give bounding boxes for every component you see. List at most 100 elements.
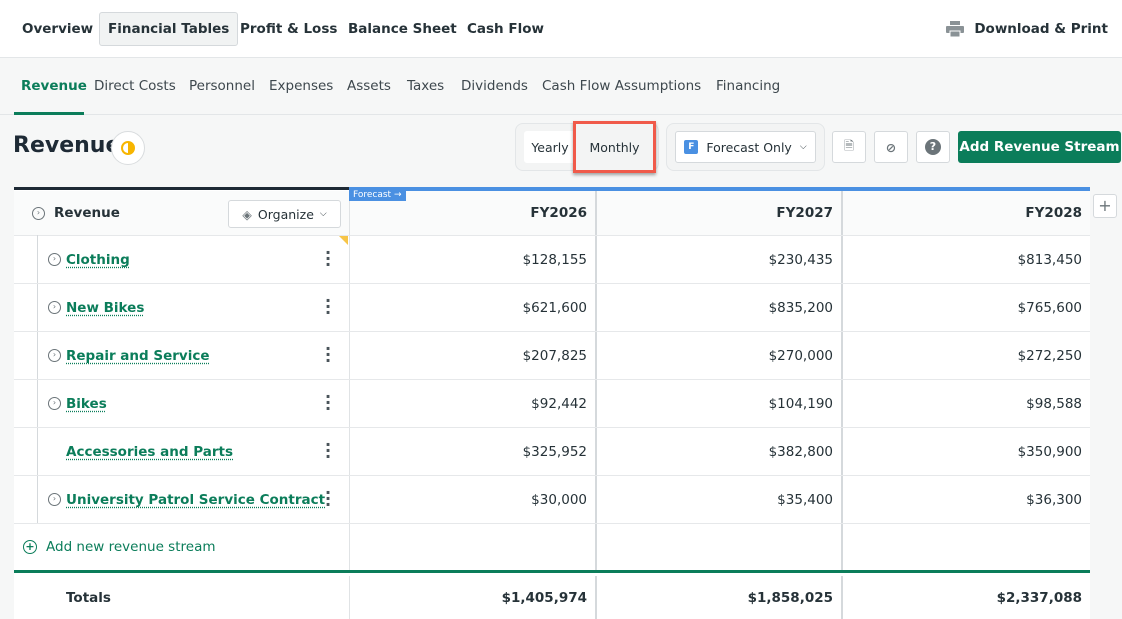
- active-tab-indicator: [14, 112, 84, 115]
- value-cell[interactable]: $230,435: [595, 236, 841, 283]
- yearly-button[interactable]: Yearly: [524, 131, 576, 163]
- status-half-icon[interactable]: [111, 131, 145, 165]
- expand-icon[interactable]: ›: [48, 397, 61, 410]
- more-options-icon[interactable]: · · ·: [324, 243, 332, 274]
- value-cell[interactable]: $835,200: [595, 284, 841, 331]
- empty-cell: [841, 524, 1090, 570]
- expand-icon[interactable]: ›: [48, 349, 61, 362]
- chevron-down-icon: ⌵: [799, 142, 807, 152]
- table-top-bar: [14, 187, 349, 190]
- value-cell[interactable]: $382,800: [595, 428, 841, 475]
- value-cell[interactable]: $765,600: [841, 284, 1090, 331]
- value-cell[interactable]: $325,952: [349, 428, 595, 475]
- organize-button[interactable]: ◈ Organize ⌵: [228, 200, 341, 228]
- tab-profit-loss[interactable]: Profit & Loss: [240, 21, 338, 37]
- subtab-dividends[interactable]: Dividends: [461, 78, 528, 94]
- top-nav: Overview Financial Tables Profit & Loss …: [0, 0, 1122, 58]
- more-options-icon[interactable]: · · ·: [324, 387, 332, 418]
- value-cell[interactable]: $270,000: [595, 332, 841, 379]
- layers-icon: ◈: [242, 206, 252, 222]
- file-download-icon: 🗎: [843, 137, 855, 153]
- hide-chart-button[interactable]: ⊘: [874, 131, 908, 163]
- column-header: FY2028: [841, 191, 1090, 235]
- value-cell[interactable]: $104,190: [595, 380, 841, 427]
- chart-off-icon: ⊘: [885, 139, 897, 155]
- value-cell[interactable]: $621,600: [349, 284, 595, 331]
- expand-icon[interactable]: ›: [32, 207, 45, 220]
- add-column-button[interactable]: +: [1093, 194, 1117, 218]
- totals-label: Totals: [66, 589, 111, 606]
- forecast-filter-label: Forecast Only: [706, 139, 792, 155]
- export-file-button[interactable]: 🗎: [832, 131, 866, 163]
- more-options-icon[interactable]: · · ·: [324, 291, 332, 322]
- expand-icon[interactable]: ›: [48, 493, 61, 506]
- page-title: Revenue: [13, 133, 121, 158]
- value-cell[interactable]: $207,825: [349, 332, 595, 379]
- forecast-badge-icon: F: [684, 140, 699, 154]
- more-options-icon[interactable]: · · ·: [324, 483, 332, 514]
- printer-icon: [946, 21, 965, 37]
- value-cell[interactable]: $350,900: [841, 428, 1090, 475]
- column-header: FY2026: [349, 191, 595, 235]
- value-cell[interactable]: $813,450: [841, 236, 1090, 283]
- table-row: › Clothing · · · $128,155 $230,435 $813,45…: [14, 236, 1090, 284]
- expand-icon[interactable]: ›: [48, 301, 61, 314]
- stream-link[interactable]: Accessories and Parts: [66, 443, 234, 460]
- table-row: Accessories and Parts · · · $325,952 $382,…: [14, 428, 1090, 476]
- subtab-direct-costs[interactable]: Direct Costs: [94, 78, 176, 94]
- table-row: › New Bikes · · · $621,600 $835,200 $765,6…: [14, 284, 1090, 332]
- stream-link[interactable]: Bikes: [66, 395, 107, 412]
- column-header: FY2027: [595, 191, 841, 235]
- forecast-filter-select[interactable]: F Forecast Only ⌵: [675, 131, 816, 163]
- tab-financial-tables[interactable]: Financial Tables: [99, 12, 239, 46]
- add-revenue-stream-link[interactable]: + Add new revenue stream: [23, 524, 216, 570]
- subtab-financing[interactable]: Financing: [716, 78, 781, 94]
- value-cell[interactable]: $98,588: [841, 380, 1090, 427]
- tab-cash-flow[interactable]: Cash Flow: [467, 21, 544, 37]
- value-cell[interactable]: $30,000: [349, 476, 595, 523]
- download-print-button[interactable]: Download & Print: [946, 12, 1108, 46]
- help-button[interactable]: ?: [916, 131, 950, 163]
- stream-link[interactable]: New Bikes: [66, 299, 145, 316]
- table-header-row: › Revenue ◈ Organize ⌵ FY2026 FY2027 FY2…: [14, 191, 1090, 236]
- subtab-assets[interactable]: Assets: [347, 78, 391, 94]
- stream-link[interactable]: Clothing: [66, 251, 130, 268]
- total-cell: $2,337,088: [841, 576, 1090, 619]
- subtab-revenue[interactable]: Revenue: [21, 78, 87, 94]
- value-cell[interactable]: $128,155: [349, 236, 595, 283]
- header-label: Revenue: [54, 205, 120, 221]
- add-revenue-stream-button[interactable]: Add Revenue Stream: [958, 131, 1121, 163]
- tab-overview[interactable]: Overview: [22, 21, 94, 37]
- monthly-button[interactable]: Monthly: [573, 121, 656, 173]
- tab-balance-sheet[interactable]: Balance Sheet: [348, 21, 457, 37]
- download-print-label: Download & Print: [974, 21, 1108, 37]
- plus-circle-icon: +: [23, 540, 37, 554]
- add-row: + Add new revenue stream: [14, 524, 1090, 573]
- subtab-taxes[interactable]: Taxes: [407, 78, 445, 94]
- stream-link[interactable]: Repair and Service: [66, 347, 210, 364]
- total-cell: $1,405,974: [349, 576, 595, 619]
- stream-link[interactable]: University Patrol Service Contract: [66, 491, 326, 508]
- organize-label: Organize: [257, 206, 314, 222]
- totals-row: Totals $1,405,974 $1,858,025 $2,337,088: [14, 576, 1090, 619]
- table-row: › Bikes · · · $92,442 $104,190 $98,588: [14, 380, 1090, 428]
- empty-cell: [349, 524, 595, 570]
- value-cell[interactable]: $35,400: [595, 476, 841, 523]
- value-cell[interactable]: $36,300: [841, 476, 1090, 523]
- table-row: › Repair and Service · · · $207,825 $270,0…: [14, 332, 1090, 380]
- note-marker: [339, 236, 348, 245]
- total-cell: $1,858,025: [595, 576, 841, 619]
- expand-icon[interactable]: ›: [48, 253, 61, 266]
- revenue-table: › Revenue ◈ Organize ⌵ FY2026 FY2027 FY2…: [14, 187, 1090, 619]
- value-cell[interactable]: $92,442: [349, 380, 595, 427]
- table-row: › University Patrol Service Contract · · ·…: [14, 476, 1090, 524]
- value-cell[interactable]: $272,250: [841, 332, 1090, 379]
- subtab-cash-flow-assumptions[interactable]: Cash Flow Assumptions: [542, 78, 702, 94]
- subtab-expenses[interactable]: Expenses: [269, 78, 334, 94]
- subtab-personnel[interactable]: Personnel: [189, 78, 255, 94]
- more-options-icon[interactable]: · · ·: [324, 339, 332, 370]
- more-options-icon[interactable]: · · ·: [324, 435, 332, 466]
- empty-cell: [595, 524, 841, 570]
- forecast-tag: Forecast →: [349, 189, 406, 201]
- help-icon: ?: [925, 139, 941, 155]
